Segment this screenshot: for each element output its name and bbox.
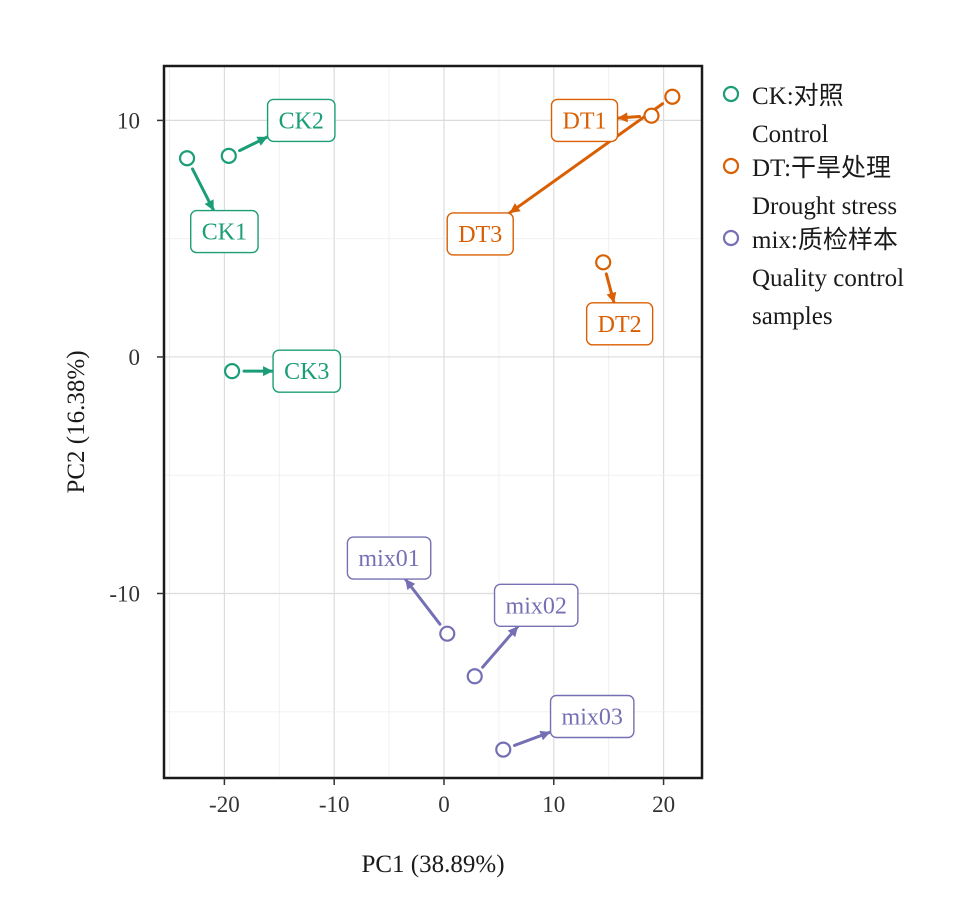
point-label-box	[493, 583, 579, 628]
data-point	[439, 625, 456, 642]
point-label: mix01	[358, 546, 419, 572]
x-tick-label: -20	[209, 792, 240, 817]
legend-label: DT:干旱处理	[752, 154, 891, 182]
connector-arrowhead	[539, 730, 551, 741]
data-point	[664, 88, 681, 105]
x-tick-label: -10	[319, 792, 350, 817]
legend-label: mix:质检样本	[752, 226, 898, 254]
y-tick-label: 10	[117, 108, 140, 133]
point-label-box	[550, 98, 619, 143]
connector-arrowhead	[204, 199, 214, 211]
connector-arrowhead	[617, 112, 628, 123]
label-connector	[508, 102, 665, 215]
point-label-box	[190, 209, 259, 254]
point-label-box	[549, 694, 635, 739]
connector-arrowhead	[405, 579, 416, 590]
connector-arrowhead	[606, 291, 617, 303]
point-label: DT1	[563, 108, 607, 134]
y-tick-label: 0	[129, 345, 141, 370]
x-tick-label: 10	[542, 792, 565, 817]
legend-marker	[722, 229, 740, 247]
x-tick-label: 20	[652, 792, 675, 817]
point-label-box	[585, 302, 654, 346]
legend-label: samples	[752, 303, 833, 330]
data-point	[466, 668, 483, 685]
legend-label: Quality control	[752, 265, 904, 292]
point-label: CK2	[279, 108, 324, 134]
connector-arrowhead	[509, 203, 521, 213]
point-label: mix02	[506, 593, 567, 619]
data-point	[495, 741, 512, 758]
y-tick-label: -10	[109, 581, 140, 606]
legend-label: CK:对照	[752, 82, 844, 110]
axis-ticks: -20 -10 0 10 20 -10 0 10	[109, 108, 675, 817]
legend-label: Drought stress	[752, 193, 897, 220]
point-labels: CK1 CK2 CK3 DT1 DT2 DT3 mix01 mix02 mix03	[190, 98, 654, 739]
legend-label: Control	[752, 121, 828, 148]
data-point	[643, 107, 660, 124]
y-axis-title: PC2 (16.38%)	[63, 350, 90, 493]
x-tick-label: 0	[438, 792, 450, 817]
data-point	[595, 254, 612, 271]
point-label: DT2	[598, 312, 642, 338]
point-label: CK1	[202, 220, 247, 246]
point-label-box	[446, 212, 514, 256]
connector-arrowhead	[256, 136, 268, 146]
data-point	[220, 147, 237, 164]
x-axis-title: PC1 (38.89%)	[361, 851, 504, 878]
data-point	[178, 150, 196, 167]
point-label-box	[272, 349, 342, 393]
plot-border	[162, 64, 704, 780]
point-label: DT3	[458, 222, 502, 248]
point-label: mix03	[562, 704, 623, 730]
label-connectors	[191, 102, 665, 747]
connector-arrowhead	[263, 366, 274, 377]
legend: CK:对照 Control DT:干旱处理 Drought stress mix:质检样…	[722, 82, 904, 330]
data-points	[178, 88, 681, 758]
plot-panel	[164, 66, 702, 778]
legend-marker	[722, 157, 740, 175]
point-label-box	[346, 536, 432, 580]
point-label-box	[266, 98, 336, 143]
connector-arrowhead	[507, 626, 519, 638]
data-point	[223, 363, 241, 380]
legend-marker	[722, 85, 740, 103]
point-label: CK3	[284, 359, 329, 385]
